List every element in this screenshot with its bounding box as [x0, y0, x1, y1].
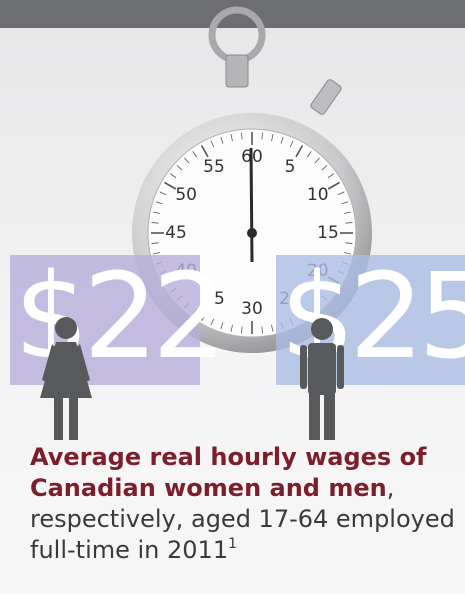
- dial-label: 15: [317, 223, 339, 243]
- caption-bold: Average real hourly wages of Canadian wo…: [30, 443, 427, 502]
- crown: [226, 55, 248, 87]
- women-wage: $22: [14, 247, 221, 385]
- dial-label: 45: [165, 223, 187, 243]
- dial-label: 50: [175, 185, 197, 205]
- men-wage: $25: [280, 247, 465, 385]
- dial-label: 10: [307, 185, 329, 205]
- top-bar: [0, 0, 465, 28]
- dial-label: 5: [285, 157, 296, 177]
- dial-label: 30: [241, 299, 263, 319]
- side-button: [310, 78, 343, 115]
- infographic: 60510152025303540455055 $22 $25 Average …: [0, 0, 465, 594]
- dial-label: 55: [203, 157, 225, 177]
- caption: Average real hourly wages of Canadian wo…: [30, 442, 455, 566]
- footnote-mark: 1: [228, 536, 237, 552]
- hand-pivot: [247, 228, 257, 238]
- hand: [251, 148, 252, 262]
